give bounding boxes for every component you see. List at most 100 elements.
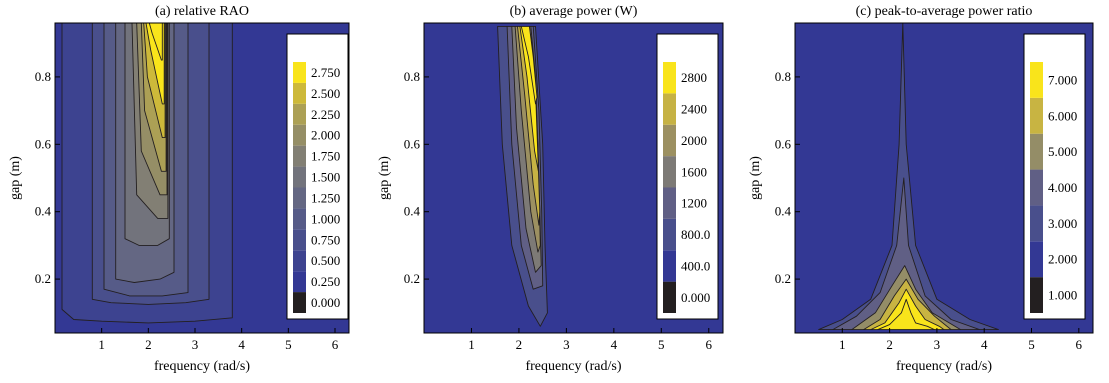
- chart-title: (c) peak-to-average power ratio: [856, 4, 1033, 19]
- legend-swatch: [293, 292, 306, 313]
- legend-label: 2.000: [1048, 252, 1077, 267]
- legend-label: 1.500: [311, 170, 340, 185]
- y-tick-label: 0.6: [404, 136, 421, 151]
- x-tick-label: 4: [611, 337, 618, 352]
- y-tick-label: 0.8: [35, 69, 51, 84]
- x-tick-label: 1: [839, 337, 846, 352]
- legend-label: 0.000: [681, 290, 710, 305]
- legend-swatch: [1030, 133, 1043, 170]
- y-axis-label: gap (m): [748, 156, 763, 200]
- y-tick-label: 0.6: [775, 136, 792, 151]
- chart-panel-3: 1 2 3 4 5 6 0.2 0.4 0.6 0.8 (c) peak-to-average po…: [748, 4, 1094, 374]
- x-tick-label: 6: [706, 337, 713, 352]
- chart-panel-1: 1 2 3 4 5 6 0.2 0.4 0.6 0.8 (a) relative RAO freque…: [8, 4, 350, 374]
- legend-label: 1.750: [311, 149, 340, 164]
- legend-label: 2800: [681, 70, 707, 85]
- x-tick-label: 2: [516, 337, 523, 352]
- y-tick-label: 0.4: [35, 204, 52, 219]
- x-tick-label: 1: [98, 337, 105, 352]
- x-tick-label: 6: [1076, 337, 1083, 352]
- legend-label: 2.250: [311, 107, 340, 122]
- plot-frame: [423, 22, 724, 334]
- legend-swatch: [1030, 97, 1043, 134]
- y-tick-label: 0.2: [35, 271, 51, 286]
- legend-label: 2400: [681, 102, 707, 117]
- legend-label: 6.000: [1048, 108, 1077, 123]
- legend-swatch: [293, 229, 306, 251]
- color-legend: 1.000 2.000 3.000 4.000 5.000 6.000 7.000: [1023, 33, 1086, 320]
- contour-region: [520, 25, 538, 105]
- legend-label: 1.000: [1048, 288, 1077, 303]
- color-legend: 0.000 0.250 0.500 0.750 1.000 1.250 1.500 1.750…: [286, 33, 349, 320]
- legend-label: 0.000: [311, 295, 340, 310]
- legend-label: 1.250: [311, 190, 340, 205]
- y-tick-label: 0.2: [404, 271, 420, 286]
- legend-swatch: [293, 62, 306, 83]
- legend-swatch: [1030, 205, 1043, 242]
- legend-label: 2.750: [311, 65, 340, 80]
- x-tick-label: 5: [1028, 337, 1035, 352]
- legend-swatch: [1030, 62, 1043, 98]
- x-tick-label: 3: [563, 337, 570, 352]
- legend-swatch: [663, 187, 676, 219]
- legend-swatch: [663, 218, 676, 251]
- x-tick-label: 4: [238, 337, 245, 352]
- x-tick-label: 1: [468, 337, 475, 352]
- y-tick-label: 0.8: [404, 69, 420, 84]
- contour-region: [877, 298, 935, 331]
- x-tick-label: 3: [934, 337, 941, 352]
- legend-swatch: [1030, 241, 1043, 278]
- y-axis-label: gap (m): [377, 156, 392, 200]
- legend-swatch: [663, 93, 676, 125]
- legend-label: 1600: [681, 164, 707, 179]
- legend-swatch: [1030, 277, 1043, 313]
- legend-swatch: [293, 124, 306, 146]
- legend-swatch: [293, 103, 306, 125]
- x-tick-label: 3: [192, 337, 199, 352]
- legend-label: 4.000: [1048, 180, 1077, 195]
- legend-label: 800.0: [681, 227, 710, 242]
- x-axis-label: frequency (rad/s): [896, 359, 992, 374]
- x-tick-label: 6: [332, 337, 339, 352]
- x-tick-label: 2: [145, 337, 152, 352]
- legend-swatch: [293, 271, 306, 293]
- legend-label: 0.250: [311, 274, 340, 289]
- legend-swatch: [293, 187, 306, 209]
- legend-swatch: [293, 250, 306, 272]
- legend-label: 2.000: [311, 128, 340, 143]
- x-tick-label: 4: [981, 337, 988, 352]
- legend-swatch: [663, 250, 676, 282]
- legend-label: 0.750: [311, 232, 340, 247]
- legend-label: 2.500: [311, 86, 340, 101]
- x-tick-label: 5: [658, 337, 665, 352]
- legend-swatch: [663, 156, 676, 188]
- y-tick-label: 0.2: [775, 271, 791, 286]
- y-tick-label: 0.4: [404, 204, 421, 219]
- legend-label: 1200: [681, 196, 707, 211]
- legend-swatch: [293, 145, 306, 167]
- legend-swatch: [293, 166, 306, 188]
- legend-swatch: [293, 208, 306, 230]
- legend-swatch: [663, 281, 676, 313]
- legend-swatch: [1030, 169, 1043, 206]
- legend-swatch: [293, 82, 306, 104]
- contour-region: [832, 177, 980, 331]
- plot-frame: [54, 22, 350, 334]
- chart-title: (b) average power (W): [510, 4, 638, 19]
- y-tick-label: 0.6: [35, 136, 52, 151]
- x-axis-label: frequency (rad/s): [525, 359, 621, 374]
- legend-label: 7.000: [1048, 72, 1077, 87]
- legend-label: 0.500: [311, 253, 340, 268]
- plot-frame: [794, 22, 1094, 334]
- y-tick-label: 0.4: [775, 204, 792, 219]
- x-tick-label: 5: [285, 337, 292, 352]
- legend-label: 5.000: [1048, 144, 1077, 159]
- legend-label: 400.0: [681, 258, 710, 273]
- legend-label: 1.000: [311, 211, 340, 226]
- y-tick-label: 0.8: [775, 69, 791, 84]
- x-tick-label: 2: [886, 337, 893, 352]
- legend-swatch: [663, 62, 676, 94]
- chart-title: (a) relative RAO: [155, 4, 249, 19]
- y-axis-label: gap (m): [8, 156, 23, 200]
